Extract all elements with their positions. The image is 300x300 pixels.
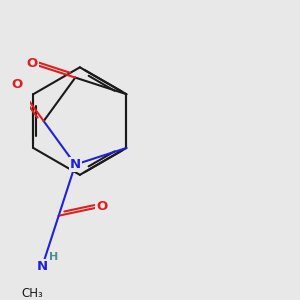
Text: O: O <box>96 200 107 213</box>
Text: H: H <box>49 252 58 262</box>
Text: N: N <box>70 158 81 171</box>
Text: CH₃: CH₃ <box>22 287 44 300</box>
Text: O: O <box>11 78 22 91</box>
Text: N: N <box>37 260 48 273</box>
Text: O: O <box>26 57 38 70</box>
